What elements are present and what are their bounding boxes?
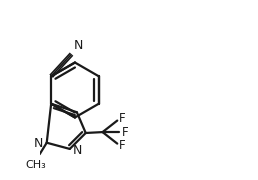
Text: F: F — [122, 126, 129, 139]
Text: N: N — [74, 39, 83, 52]
Text: N: N — [34, 137, 44, 150]
Text: F: F — [119, 139, 126, 152]
Text: F: F — [119, 112, 126, 125]
Text: N: N — [73, 144, 82, 157]
Text: CH₃: CH₃ — [25, 160, 46, 170]
